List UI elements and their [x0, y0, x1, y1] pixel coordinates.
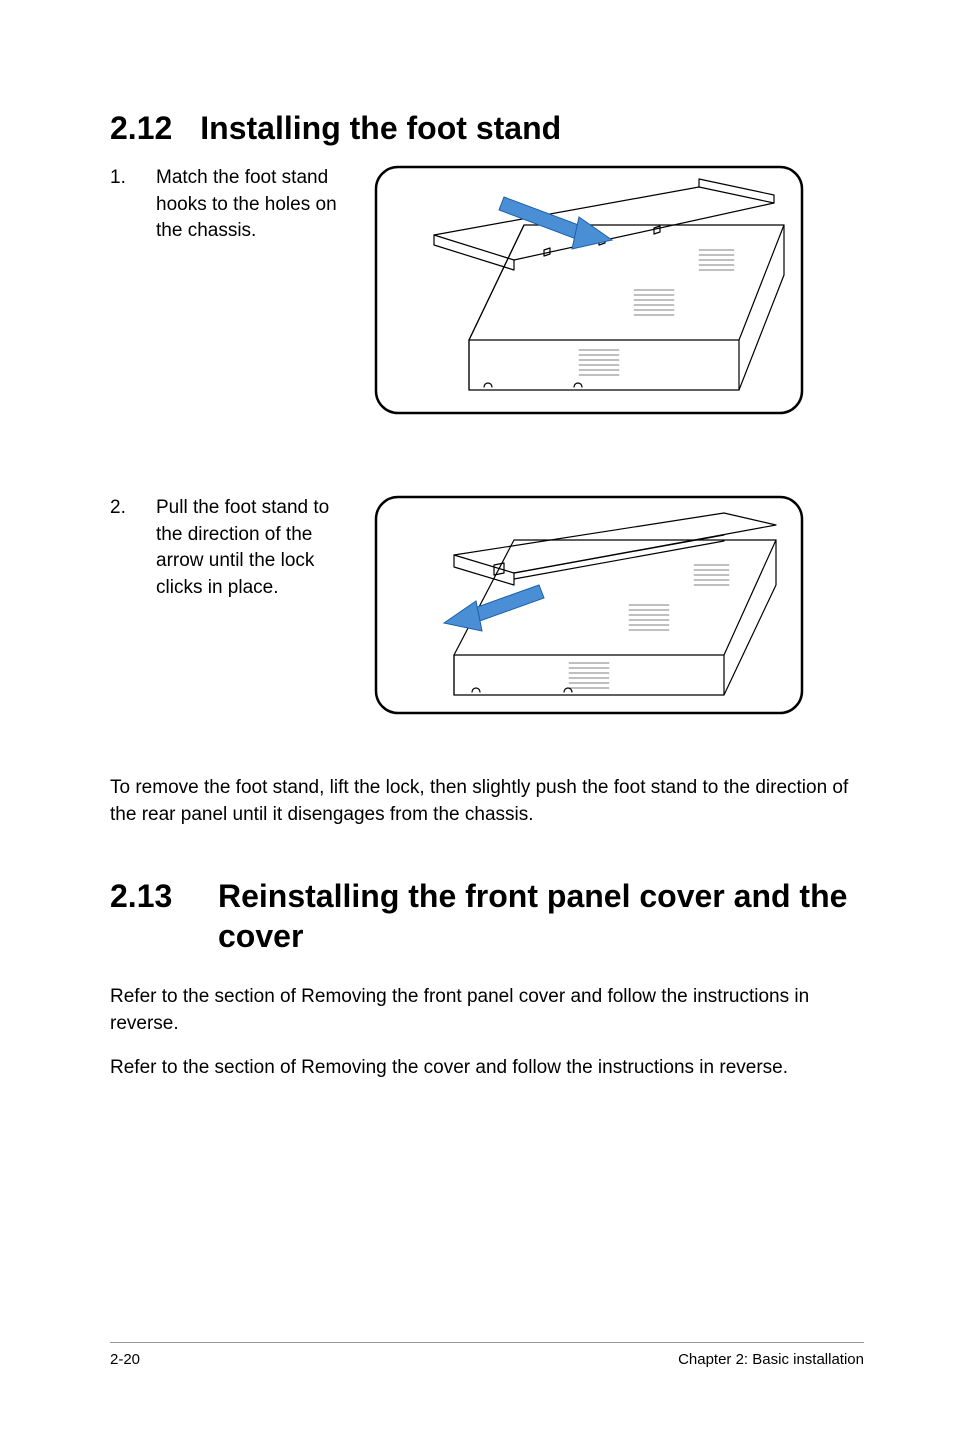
step-1-row: 1. Match the foot stand hooks to the hol… [110, 165, 864, 415]
step-2-number: 2. [110, 495, 138, 522]
chapter-label: Chapter 2: Basic installation [678, 1351, 864, 1368]
step-1-text: Match the foot stand hooks to the holes … [156, 165, 356, 245]
section-heading-1: 2.12 Installing the foot stand [110, 110, 864, 147]
section-number-2: 2.13 [110, 876, 218, 956]
step-2-text: Pull the foot stand to the direction of … [156, 495, 356, 601]
section-title-1: Installing the foot stand [200, 110, 561, 146]
paragraph-1: Refer to the section of Removing the fro… [110, 984, 864, 1037]
removal-note: To remove the foot stand, lift the lock,… [110, 775, 864, 828]
paragraph-2: Refer to the section of Removing the cov… [110, 1055, 864, 1082]
step-2-row: 2. Pull the foot stand to the direction … [110, 495, 864, 715]
step-1-number: 1. [110, 165, 138, 192]
page-footer: 2-20 Chapter 2: Basic installation [110, 1342, 864, 1368]
section-number-1: 2.12 [110, 110, 172, 147]
section-heading-2: 2.13 Reinstalling the front panel cover … [110, 876, 864, 956]
section-title-2: Reinstalling the front panel cover and t… [218, 876, 864, 956]
step-2-illustration [374, 495, 864, 715]
step-1-illustration [374, 165, 864, 415]
page-number: 2-20 [110, 1351, 140, 1368]
